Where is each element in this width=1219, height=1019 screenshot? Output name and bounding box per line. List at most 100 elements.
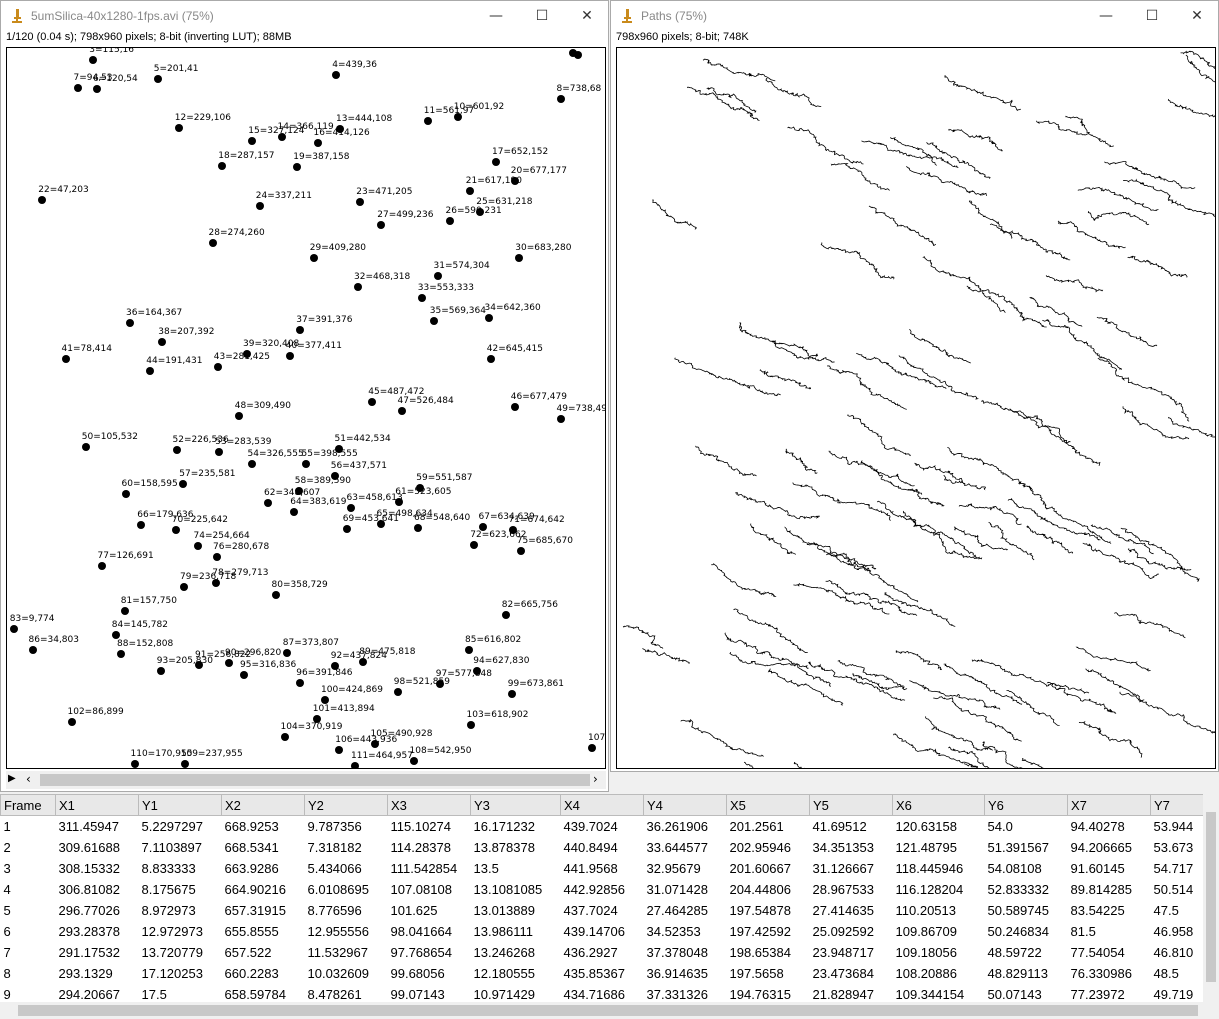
particle-dot <box>377 221 386 229</box>
maximize-button[interactable]: ☐ <box>1145 8 1159 24</box>
particle-label: 40=377,411 <box>285 341 342 352</box>
column-header[interactable]: Y7 <box>1150 794 1211 816</box>
maximize-button[interactable]: ☐ <box>535 8 549 24</box>
particle-label: 36=164,367 <box>126 308 183 319</box>
table-cell: 12.180555 <box>473 965 535 981</box>
particle-track <box>1042 319 1123 370</box>
particle-track <box>767 668 844 707</box>
vertical-scrollbar[interactable] <box>1203 794 1219 1002</box>
particle-dot <box>368 398 377 406</box>
column-header[interactable]: Y3 <box>470 794 561 816</box>
table-row[interactable]: 7 291.17532 13.720779 657.522 11.532967 97.76… <box>1 942 1211 963</box>
column-header[interactable]: X4 <box>560 794 644 816</box>
table-cell: 657.522 <box>224 944 272 960</box>
scroll-thumb[interactable] <box>1206 812 1216 982</box>
particle-dot <box>208 239 217 247</box>
paths-window-titlebar[interactable]: Paths (75%) — ☐ ✕ <box>611 1 1218 31</box>
particle-dot <box>573 50 582 59</box>
table-row[interactable]: 6 293.28378 12.972973 655.8555 12.955556 98.0… <box>1 921 1211 942</box>
column-header[interactable]: X1 <box>55 794 139 816</box>
particle-track <box>893 733 979 768</box>
minimize-button[interactable]: — <box>489 8 503 24</box>
column-header[interactable]: Frame <box>0 794 56 816</box>
particle-track <box>943 474 986 491</box>
results-table[interactable]: Frame X1 Y1 X2 Y2 X3 Y3 X4 Y4 X5 Y5 X6 Y6 X7 Y7 1 311.4… <box>0 794 1211 1005</box>
particle-label: 30=683,280 <box>515 243 572 253</box>
column-header[interactable]: Y1 <box>138 794 222 816</box>
particle-dot <box>508 525 517 534</box>
particle-track <box>820 242 895 280</box>
particle-dot <box>313 138 322 147</box>
table-cell: 99.07143 <box>390 986 445 1002</box>
column-header[interactable]: Y6 <box>984 794 1068 816</box>
particle-dot <box>330 662 339 670</box>
particle-track <box>971 659 1090 694</box>
particle-label: 20=677,177 <box>510 165 567 176</box>
table-row[interactable]: 8 293.1329 17.120253 660.2283 10.032609 99.68… <box>1 963 1211 984</box>
particle-label: 58=389,590 <box>294 475 351 486</box>
scroll-thumb[interactable] <box>18 1005 1198 1016</box>
table-cell: 7 <box>3 944 11 960</box>
column-header[interactable]: Y5 <box>809 794 893 816</box>
table-cell: 27.414635 <box>812 902 874 918</box>
particle-track <box>674 357 781 397</box>
play-icon[interactable]: ▶ <box>8 773 16 784</box>
table-cell: 36.261906 <box>646 818 708 834</box>
particle-label: 57=235,581 <box>179 468 236 479</box>
paths-canvas[interactable] <box>616 47 1216 769</box>
particle-track <box>680 718 764 757</box>
particle-label: 85=616,802 <box>465 634 522 645</box>
particle-label: 8=738,68 <box>556 84 602 94</box>
minimize-button[interactable]: — <box>1099 8 1113 24</box>
table-cell: 13.986111 <box>473 923 534 939</box>
column-header[interactable]: Y2 <box>304 794 388 816</box>
table-cell: 7.318182 <box>307 839 362 855</box>
table-row[interactable]: 5 296.77026 8.972973 657.31915 8.776596 101.6… <box>1 900 1211 921</box>
particle-label: 56=437,571 <box>330 461 387 472</box>
frame-scrollbar[interactable]: ▶ ‹ › <box>6 771 606 789</box>
column-header[interactable]: X5 <box>726 794 810 816</box>
particle-track <box>1097 358 1190 422</box>
particle-label: 26=590,231 <box>445 206 502 217</box>
table-cell: 76.330986 <box>1070 965 1132 981</box>
horizontal-scrollbar[interactable] <box>0 1002 1219 1019</box>
column-header[interactable]: Y4 <box>643 794 727 816</box>
particle-image-canvas[interactable]: 3=115,16 7=94,53 6=120,54 5=201,41 4=439,36 8… <box>6 47 606 769</box>
close-button[interactable]: ✕ <box>581 8 593 24</box>
particle-track <box>852 672 900 691</box>
scroll-thumb[interactable] <box>40 774 590 786</box>
particle-label: 10=601,92 <box>453 102 505 112</box>
table-row[interactable]: 9 294.20667 17.5 658.59784 8.478261 99.07143 1… <box>1 984 1211 1005</box>
column-header[interactable]: X7 <box>1067 794 1151 816</box>
table-row[interactable]: 1 311.45947 5.2297297 668.9253 9.787356 115.1… <box>1 816 1211 837</box>
column-header[interactable]: X3 <box>387 794 471 816</box>
table-cell: 306.81082 <box>58 881 120 897</box>
particle-dot <box>556 415 565 424</box>
column-header[interactable]: X2 <box>221 794 305 816</box>
table-row[interactable]: 4 306.81082 8.175675 664.90216 6.0108695 107.… <box>1 879 1211 900</box>
scroll-left-icon[interactable]: ‹ <box>26 772 31 786</box>
column-header[interactable]: X6 <box>892 794 985 816</box>
particle-dot <box>93 84 101 93</box>
particle-dot <box>171 525 180 534</box>
scroll-right-icon[interactable]: › <box>593 772 598 786</box>
particle-track <box>958 503 1022 525</box>
table-row[interactable]: 3 308.15332 8.833333 663.9286 5.434066 111.54… <box>1 858 1211 879</box>
table-cell: 202.95946 <box>729 839 791 855</box>
particle-dot <box>335 746 344 754</box>
table-cell: 658.59784 <box>224 986 286 1002</box>
table-cell: 1 <box>3 818 11 834</box>
particle-label: 21=617,190 <box>465 175 522 186</box>
table-cell: 3 <box>3 860 11 876</box>
table-row[interactable]: 2 309.61688 7.1103897 668.5341 7.318182 114.2… <box>1 837 1211 858</box>
particle-dot <box>484 314 493 322</box>
particle-label: 101=413,894 <box>312 703 375 714</box>
image-window-titlebar[interactable]: 5umSilica-40x1280-1fps.avi (75%) — ☐ ✕ <box>1 1 608 31</box>
particle-track <box>806 541 870 572</box>
table-cell: 46.810 <box>1153 944 1194 960</box>
particle-dot <box>568 48 577 57</box>
table-cell: 13.013889 <box>473 902 535 918</box>
close-button[interactable]: ✕ <box>1191 8 1203 24</box>
table-cell: 89.814285 <box>1070 881 1132 897</box>
table-cell: 34.52353 <box>646 923 701 939</box>
